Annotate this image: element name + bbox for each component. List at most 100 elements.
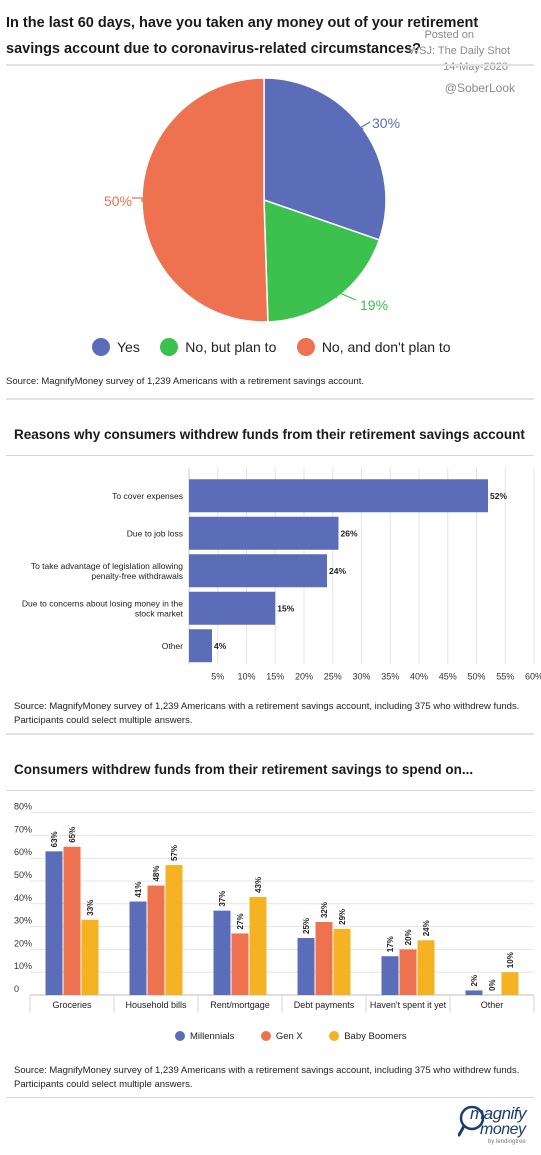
vbar-bar-3-1	[315, 922, 333, 995]
legend-item-millennials: Millennials	[175, 1031, 234, 1042]
hbar-category-label-1-0: Due to job loss	[127, 528, 183, 538]
hbar-category-label-3-0: Due to concerns about losing money in th…	[22, 598, 183, 608]
hbar-value-label-0: 52%	[490, 491, 507, 501]
legend-item-no-but-plan: No, but plan to	[160, 338, 276, 356]
hbar-xtick-label-0: 5%	[211, 672, 224, 682]
vbar-ytick-label-6: 60%	[14, 847, 32, 857]
hbar-category-label-0-0: To cover expenses	[112, 491, 183, 501]
watermark-handle: @SoberLook	[444, 81, 515, 95]
vbar-bar-1-1	[147, 885, 165, 995]
hbar-xtick-label-6: 35%	[381, 672, 399, 682]
legend-swatch-gen-x	[260, 1031, 271, 1041]
pie-source: Source: MagnifyMoney survey of 1,239 Ame…	[6, 376, 365, 387]
vbar-value-label-1-2: 57%	[170, 845, 179, 861]
vbar-bar-4-0	[381, 956, 399, 995]
vbar-legend: Millennials Gen X Baby Boomers	[175, 1028, 429, 1046]
hbar-bar-1	[189, 516, 339, 550]
logo-line-1: magnify	[470, 1104, 527, 1123]
vbar-value-label-0-2: 33%	[86, 900, 95, 916]
vbar-bar-4-2	[417, 940, 435, 995]
hbar-source-line-2: Participants could select multiple answe…	[14, 715, 193, 726]
pie-value-label-2: 50%	[104, 193, 132, 209]
hbar-value-label-2: 24%	[329, 566, 346, 576]
vbar-value-label-3-0: 25%	[302, 918, 311, 934]
legend-label-no-dont-plan: No, and don't plan to	[321, 339, 451, 355]
legend-item-yes: Yes	[92, 338, 140, 356]
legend-label-baby-boomers: Baby Boomers	[344, 1030, 407, 1042]
vbar-chart-title: Consumers withdrew funds from their reti…	[14, 762, 474, 777]
vbar-bar-3-0	[297, 938, 315, 995]
vbar-value-label-1-1: 48%	[152, 866, 161, 882]
legend-swatch-no-dont-plan	[296, 338, 315, 356]
vbar-bar-1-0	[129, 901, 147, 995]
hbar-value-label-4: 4%	[214, 641, 227, 651]
vbar-value-label-5-2: 10%	[506, 952, 515, 968]
hbar-xtick-label-4: 25%	[324, 672, 342, 682]
magnify-money-logo: magnify money by lendingtree	[457, 1104, 538, 1150]
legend-swatch-yes	[92, 338, 110, 356]
pie-value-label-0: 30%	[372, 115, 400, 131]
hbar-value-label-3: 15%	[277, 603, 294, 613]
vbar-value-label-2-0: 37%	[218, 891, 227, 907]
watermark-source: WSJ: The Daily Shot	[408, 45, 510, 57]
watermark-posted-on: Posted on	[424, 29, 474, 41]
hbar-category-label-2-0: To take advantage of legislation allowin…	[31, 561, 183, 571]
vbar-category-label-4: Haven't spent it yet	[370, 1000, 447, 1010]
legend-swatch-no-but-plan	[160, 338, 179, 356]
legend-label-millennials: Millennials	[190, 1030, 235, 1042]
vbar-bar-0-0	[45, 851, 63, 995]
vbar-bar-3-2	[333, 928, 351, 995]
vbar-value-label-5-1: 0%	[488, 979, 497, 991]
vbar-ytick-label-1: 10%	[14, 961, 32, 971]
vbar-category-label-3: Debt payments	[294, 1000, 355, 1010]
vbar-category-label-2: Rent/mortgage	[210, 1000, 270, 1010]
hbar-xtick-label-9: 50%	[467, 672, 485, 682]
pie-leader-line-0	[358, 121, 371, 130]
vbar-ytick-label-8: 80%	[14, 802, 32, 812]
hbar-category-label-4-0: Other	[162, 641, 183, 651]
legend-label-no-but-plan: No, but plan to	[185, 339, 277, 355]
hbar-xtick-label-3: 20%	[295, 672, 313, 682]
logo-line-2: money	[480, 1121, 526, 1138]
vbar-ytick-label-7: 70%	[14, 824, 32, 834]
hbar-title-divider	[6, 455, 534, 456]
hbar-category-label-2-1: penalty-free withdrawals	[91, 571, 183, 581]
vbar-value-label-3-2: 29%	[338, 909, 347, 925]
legend-swatch-baby-boomers	[329, 1031, 340, 1041]
hbar-chart-title: Reasons why consumers withdrew funds fro…	[14, 427, 525, 442]
title-divider	[6, 64, 534, 66]
section-divider-1	[6, 398, 534, 400]
pie-chart-title: In the last 60 days, have you taken any …	[6, 15, 479, 57]
vbar-value-label-2-2: 43%	[254, 877, 263, 893]
vbar-bar-1-2	[165, 865, 183, 995]
pie-slice-1	[263, 198, 381, 323]
vbar-bar-5-2	[501, 972, 519, 995]
vbar-ytick-label-0: 0	[14, 984, 19, 994]
pie-slice-2	[141, 77, 269, 323]
hbar-category-label-3-1: stock market	[135, 608, 184, 618]
legend-item-baby-boomers: Baby Boomers	[329, 1030, 407, 1042]
vbar-title-divider	[6, 790, 534, 791]
hbar-xtick-label-8: 45%	[439, 672, 457, 682]
vbar-source: Source: MagnifyMoney survey of 1,239 Ame…	[14, 1064, 519, 1092]
vbar-bar-4-1	[399, 949, 417, 995]
hbar-xtick-label-1: 10%	[237, 672, 255, 682]
vbar-chart: 0 10% 20% 30% 40% 50% 60% 70% 80% 63% 65% 33% Grocer…	[14, 802, 535, 1013]
hbar-xtick-label-7: 40%	[410, 672, 428, 682]
legend-label-yes: Yes	[117, 339, 140, 355]
hbar-bar-0	[189, 479, 488, 513]
hbar-xtick-label-5: 30%	[352, 672, 370, 682]
legend-item-gen-x: Gen X	[260, 1031, 303, 1042]
vbar-ytick-label-5: 50%	[14, 870, 32, 880]
section-divider-2	[6, 733, 534, 735]
hbar-bar-3	[189, 591, 276, 625]
hbar-source-line-1: Source: MagnifyMoney survey of 1,239 Ame…	[14, 701, 520, 712]
vbar-source-line-1: Source: MagnifyMoney survey of 1,239 Ame…	[14, 1065, 520, 1076]
vbar-value-label-4-0: 17%	[386, 936, 395, 952]
vbar-value-label-4-1: 20%	[404, 929, 413, 945]
legend-swatch-millennials	[175, 1031, 185, 1041]
vbar-source-line-2: Participants could select multiple answe…	[14, 1079, 193, 1090]
legend-item-no-dont-plan: No, and don't plan to	[296, 338, 451, 356]
vbar-value-label-4-2: 24%	[422, 920, 431, 936]
pie-leader-line-2	[132, 197, 143, 202]
